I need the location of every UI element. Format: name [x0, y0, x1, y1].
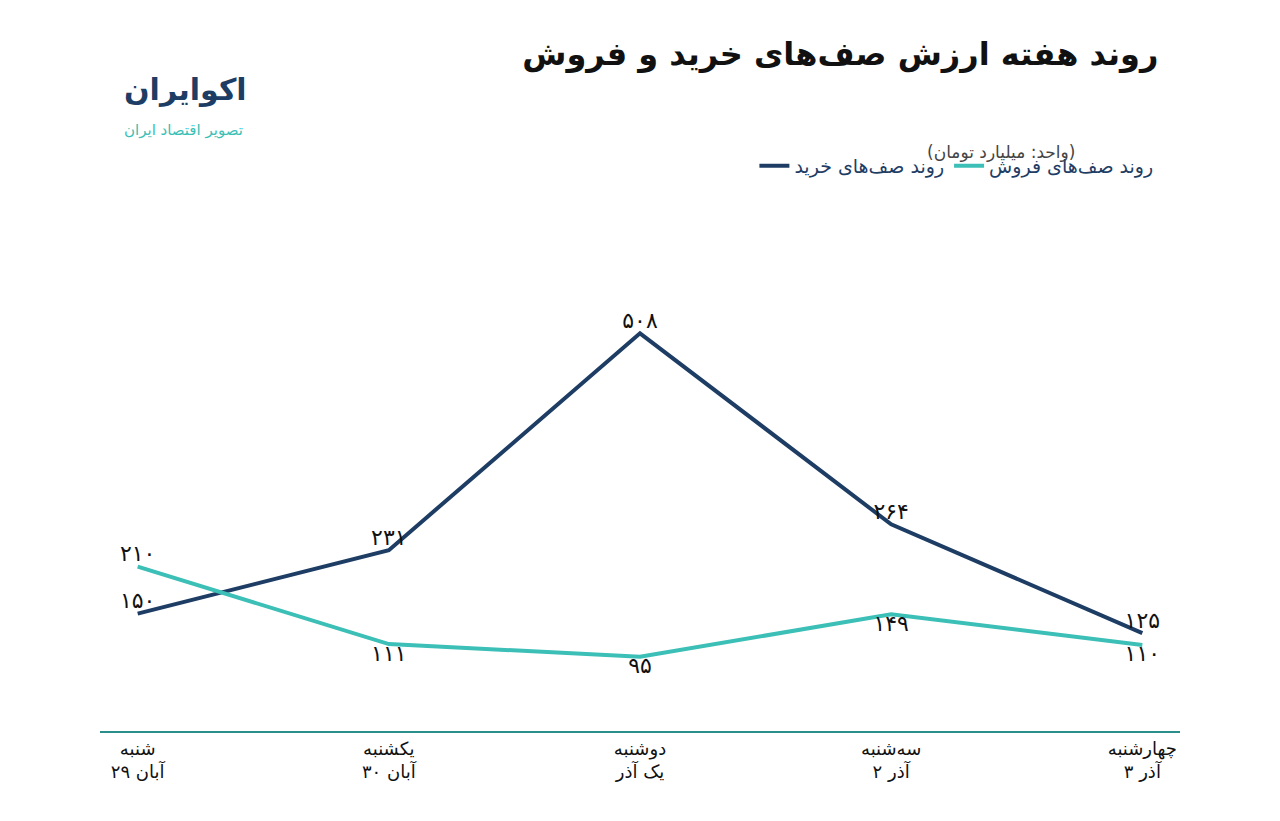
svg-text:شنبه۲۹ آبان: شنبه۲۹ آبان [111, 738, 166, 782]
svg-text:تصویر اقتصاد ایران: تصویر اقتصاد ایران [124, 121, 243, 139]
svg-text:۲۳۱: ۲۳۱ [371, 525, 406, 550]
svg-text:۱۵۰: ۱۵۰ [120, 588, 155, 613]
svg-text:سه‌شنبه۲ آذر: سه‌شنبه۲ آذر [861, 738, 921, 782]
svg-text:۱۴۹: ۱۴۹ [873, 611, 908, 636]
svg-text:روند صف‌های خرید: روند صف‌های خرید [794, 155, 944, 178]
svg-text:یکشنبه۳۰ آبان: یکشنبه۳۰ آبان [362, 738, 417, 782]
svg-text:۲۱۰: ۲۱۰ [120, 541, 155, 566]
svg-text:۵۰۸: ۵۰۸ [622, 308, 658, 333]
svg-text:۹۵: ۹۵ [628, 653, 652, 678]
svg-text:چهارشنبه۳ آذر: چهارشنبه۳ آذر [1108, 738, 1177, 782]
svg-text:۱۱۰: ۱۱۰ [1125, 641, 1160, 666]
svg-text:۱۲۵: ۱۲۵ [1125, 608, 1160, 633]
svg-text:۱۱۱: ۱۱۱ [371, 641, 406, 666]
svg-text:اکوایران: اکوایران [124, 72, 247, 107]
svg-text:دوشنبهیک آذر: دوشنبهیک آذر [614, 738, 666, 782]
svg-text:(واحد: میلیارد تومان): (واحد: میلیارد تومان) [927, 142, 1075, 162]
svg-text:۲۶۴: ۲۶۴ [873, 499, 908, 524]
svg-text:روند صف‌های فروش: روند صف‌های فروش [989, 155, 1153, 178]
svg-text:روند هفته ارزش صف‌های خرید و ف: روند هفته ارزش صف‌های خرید و فروش [522, 35, 1158, 73]
